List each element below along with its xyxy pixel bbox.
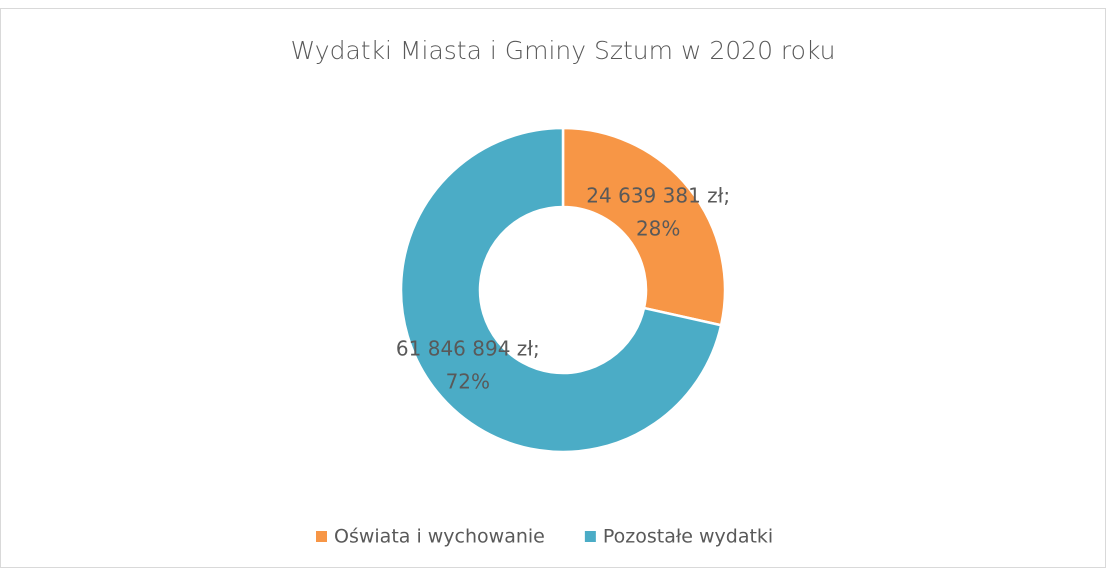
donut-slice xyxy=(561,126,727,327)
legend-swatch xyxy=(316,531,327,542)
legend-swatch xyxy=(584,531,596,542)
data-label: 28% xyxy=(636,217,680,241)
chart-title: Wydatki Miasta i Gminy Sztum w 2020 roku xyxy=(291,36,836,65)
data-label: 61 846 894 zł; xyxy=(396,336,540,360)
data-label: 72% xyxy=(446,369,490,393)
donut-slice xyxy=(399,126,723,454)
chart-border xyxy=(0,8,1106,568)
legend-label: Oświata i wychowanie xyxy=(334,526,545,548)
data-label: 24 639 381 zł; xyxy=(586,184,730,208)
legend-label: Pozostałe wydatki xyxy=(603,526,773,548)
